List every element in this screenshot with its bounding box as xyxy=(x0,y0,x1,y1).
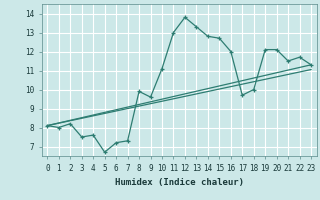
X-axis label: Humidex (Indice chaleur): Humidex (Indice chaleur) xyxy=(115,178,244,187)
